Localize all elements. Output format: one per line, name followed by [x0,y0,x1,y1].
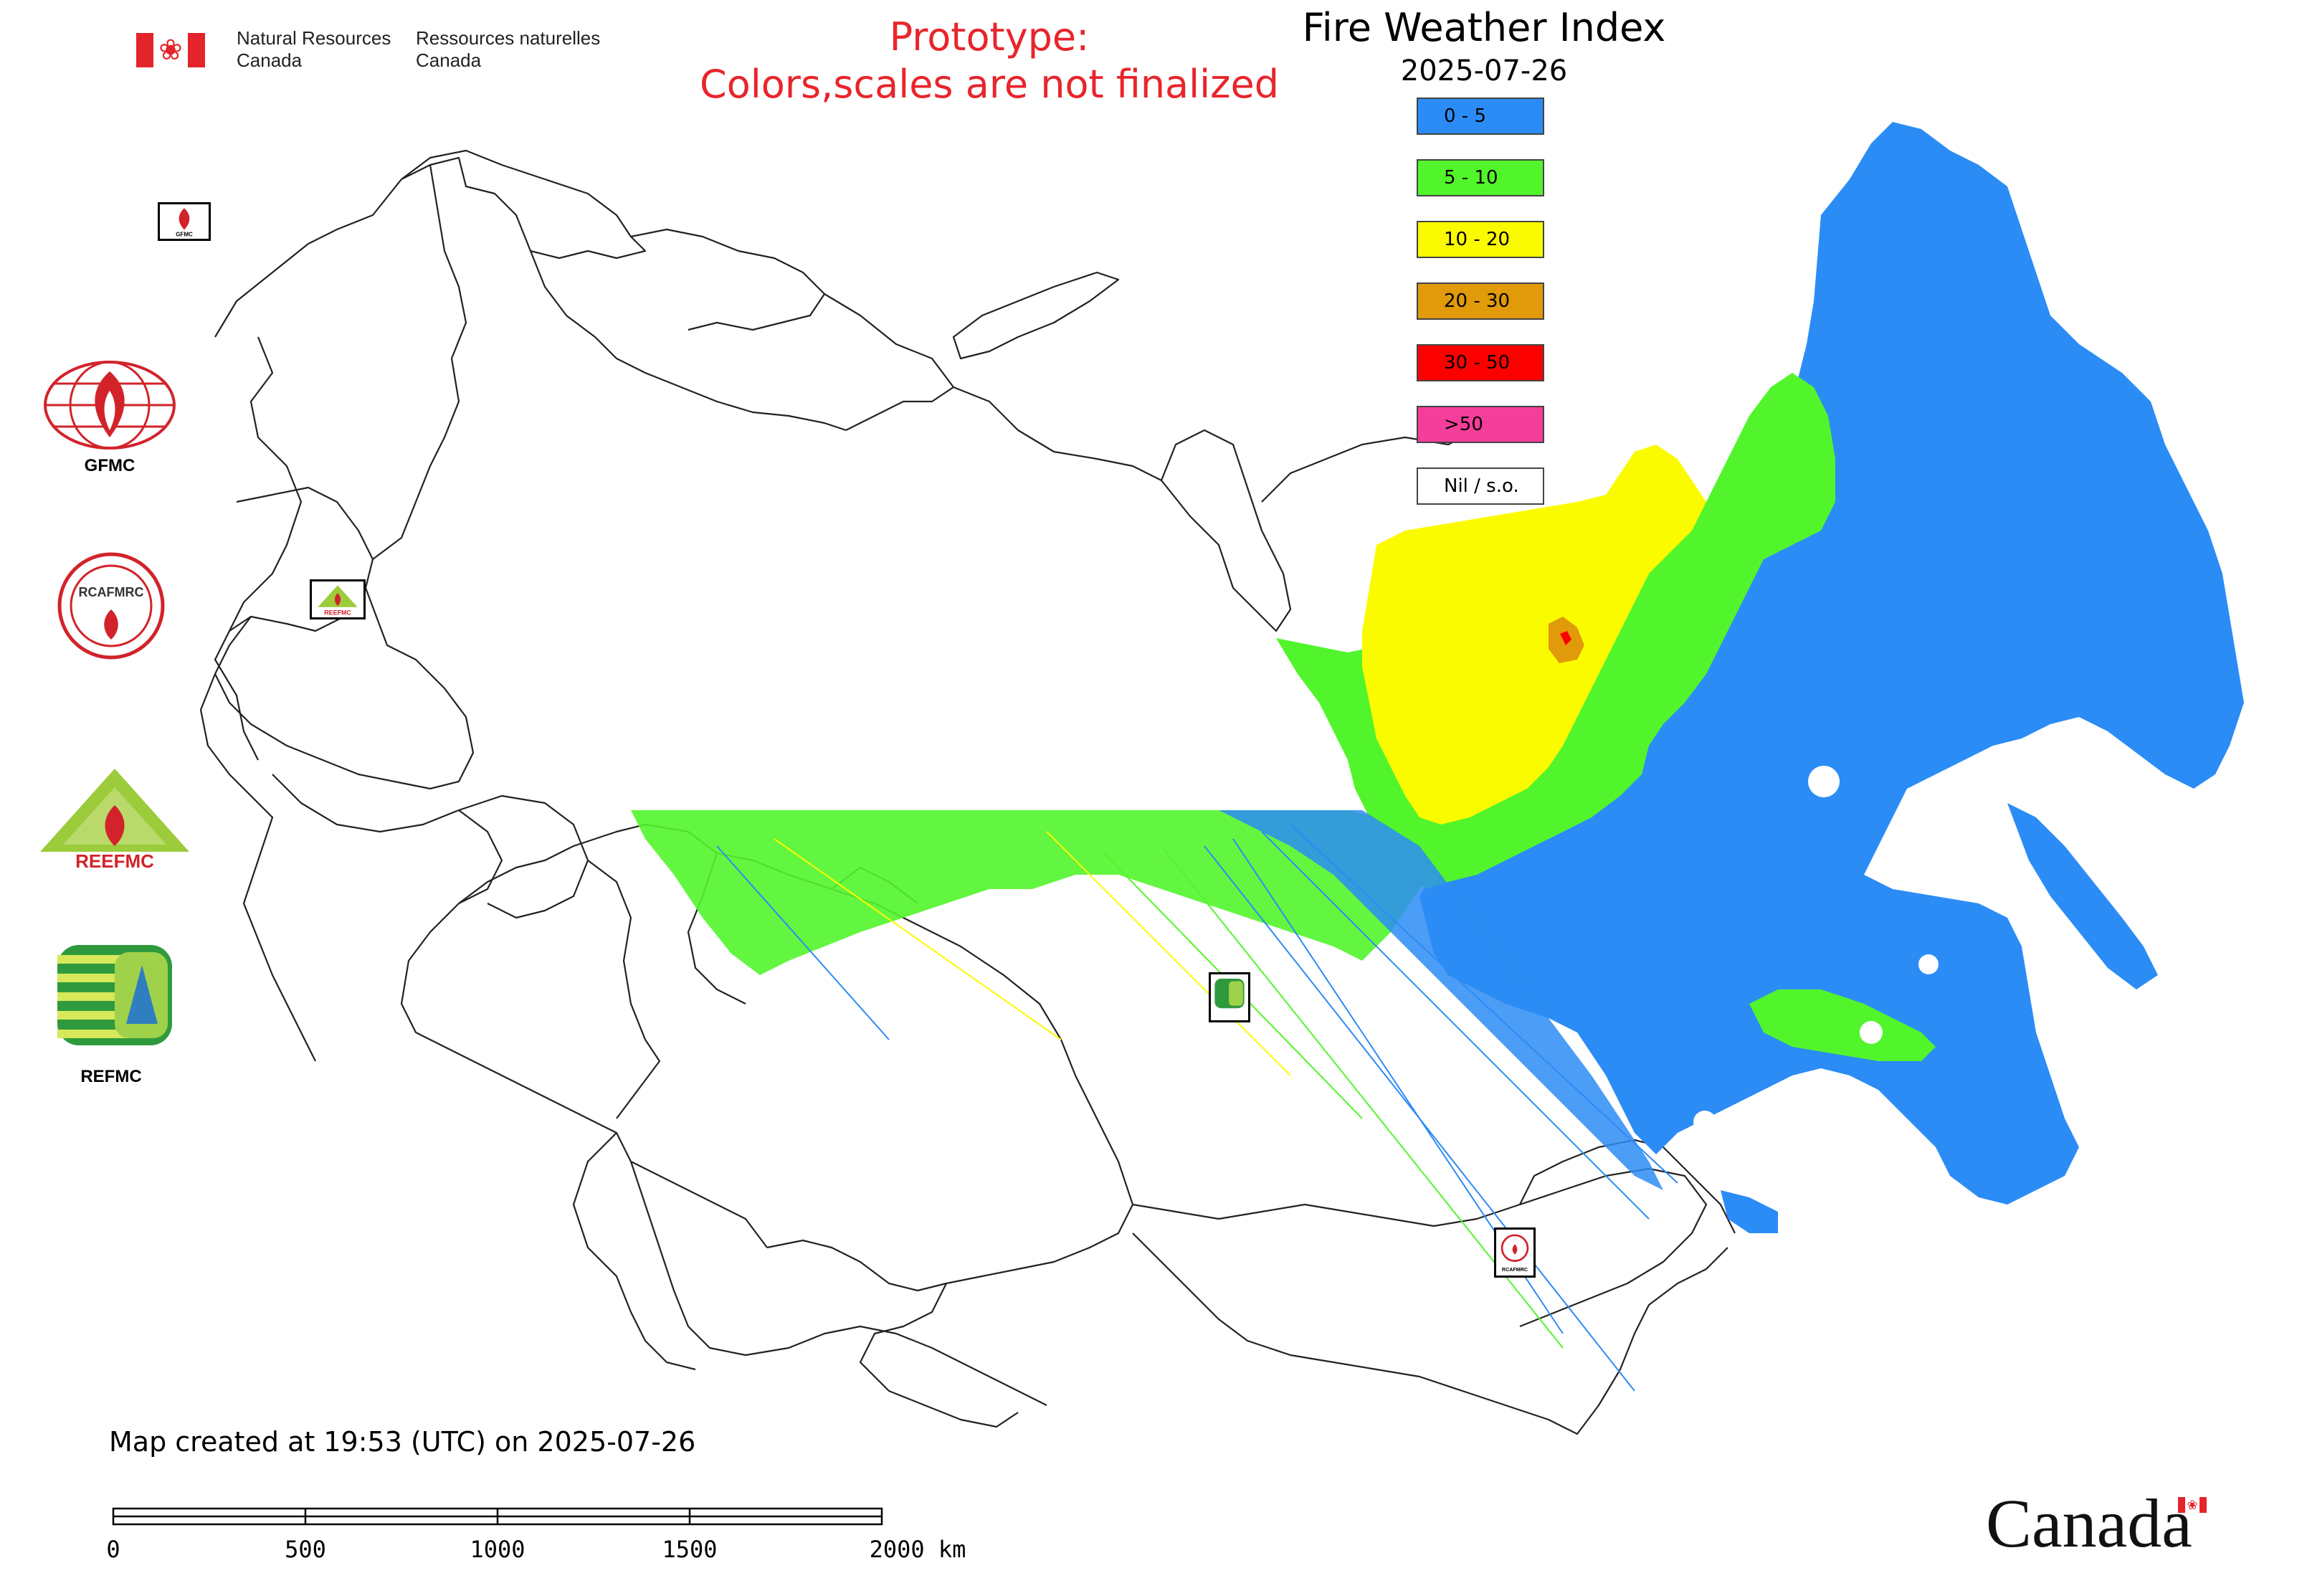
fwi-streaks-blue [1219,810,1663,1190]
scale-label: 2000 km [869,1536,966,1563]
prototype-note: Colors,scales are not finalized [700,62,1279,107]
refmc-station-marker [1209,972,1250,1022]
gfmc-station-label: GFMC [176,231,193,237]
country-boundaries [199,149,1736,1435]
legend-item: 20 - 30 [1417,282,1544,320]
map-date: 2025-07-26 [1400,54,1568,87]
scale-bar-labels: 0 500 1000 1500 2000 km [106,1501,966,1566]
gfmc-logo-icon [44,361,176,450]
boundary-novaya-zemlya [952,271,1120,360]
fwi-class-0-5-kamchatka [1993,402,2230,710]
boundary-caspian [587,860,661,1119]
boundary-central-asia [400,903,1047,1406]
canada-wordmark-text: Canada [1986,1485,2192,1562]
fwi-class-0-5-east [1419,122,2244,1205]
boundary-yamal [1160,429,1292,632]
boundary-kola [630,228,826,331]
boundary-black-sea [272,774,503,904]
boundary-europe-west [214,156,847,432]
fwi-class-30-50 [1560,631,1571,645]
map-created-timestamp: Map created at 19:53 (UTC) on 2025-07-26 [109,1426,696,1458]
reefmc-station-label: REEFMC [324,609,351,616]
rcafmrc-logo-icon: RCAFMRC [57,552,165,660]
reefmc-logo-icon: REEFMC [40,769,189,872]
scale-label: 1500 [662,1536,718,1563]
boundary-baltics [214,336,303,761]
boundary-moldova [199,673,316,1062]
scale-label: 0 [106,1536,120,1563]
fwi-class-10-20 [1362,445,1706,825]
scale-label: 500 [285,1536,326,1563]
streak-line [1290,824,1678,1184]
legend-item: >50 [1417,406,1544,443]
streak-line [1046,831,1291,1076]
fwi-class-0-5-sakhalin [2007,803,2158,989]
fwi-class-5-10-south [1749,989,1936,1061]
reefmc-station-marker: REEFMC [310,579,366,619]
reefmc-logo-text: REEFMC [75,850,154,872]
department-name-fr: Ressources naturelles Canada [416,27,601,71]
boundary-ukraine [214,587,475,790]
streak-line [774,838,1062,1040]
legend-item: 10 - 20 [1417,221,1544,258]
refmc-logo-icon [57,945,172,1045]
rcafmrc-logo-text: RCAFMRC [79,585,144,599]
map-title: Fire Weather Index [1302,5,1666,50]
scale-bar [112,1507,883,1526]
legend-item: 5 - 10 [1417,159,1544,196]
streak-line [1204,845,1635,1392]
department-name-en: Natural Resources Canada [237,27,391,71]
legend-item: Nil / s.o. [1417,467,1544,505]
boundary-barents-coast [824,293,1162,481]
fwi-field [631,122,2244,1392]
fwi-streaks-west [631,810,1434,975]
rcafmrc-station-marker: RCAFMRC [1494,1227,1536,1278]
legend-item: 0 - 5 [1417,98,1544,135]
fwi-class-0-5-south [1721,1190,1778,1233]
prototype-heading: Prototype: [889,14,1090,60]
boundary-uzbekistan [630,1161,768,1248]
boundary-china-north [1132,1232,1728,1435]
scale-label: 1000 [470,1536,525,1563]
boundary-kyrgyz [859,1283,1019,1428]
streak-line [1261,831,1650,1220]
fwi-streak-lines [716,824,1678,1392]
rcafmrc-station-label: RCAFMRC [1502,1267,1528,1273]
canada-flag-icon: ❀ [136,33,205,67]
canada-wordmark-flag-icon: ❀ [2178,1497,2207,1513]
fwi-nil-area [1808,766,1840,797]
gfmc-station-marker: GFMC [158,202,211,241]
gfmc-caption: GFMC [84,456,135,475]
boundary-mongolia [1132,1167,1708,1328]
boundary-kazakhstan [458,823,1134,1292]
boundary-caucasus [458,794,589,919]
fwi-nil-area [1693,1111,1716,1134]
boundary-scandinavia [401,149,647,260]
legend-item: 30 - 50 [1417,344,1544,381]
fwi-nil-area [1918,954,1939,974]
streak-line [716,845,890,1040]
boundary-turkmenistan [572,1132,696,1371]
fwi-nil-area [1860,1021,1883,1044]
boundary-finland-russia [372,164,467,560]
canada-wordmark: Canada ❀ [1986,1484,2207,1563]
refmc-caption: REFMC [80,1067,142,1086]
boundary-belarus [229,486,374,632]
